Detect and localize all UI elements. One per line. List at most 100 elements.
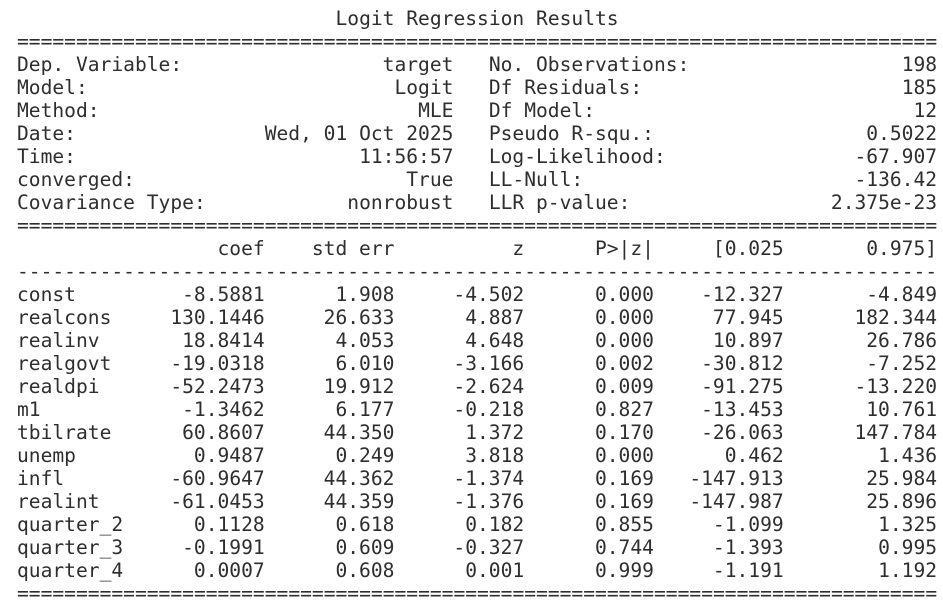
info-value: Wed, 01 Oct 2025 (264, 122, 454, 145)
cell-z: -0.218 (453, 398, 525, 421)
info-value: MLE (418, 99, 454, 122)
cell-variable: realgovt (17, 352, 112, 375)
info-value: nonrobust (347, 191, 454, 214)
table-row-realdpi: realdpi -52.2473 19.912 -2.624 0.009 -91… (17, 375, 937, 398)
info-label: Date: (17, 122, 76, 145)
cell-z: 4.887 (465, 306, 525, 329)
cell-p-value: 0.170 (594, 421, 654, 444)
info-label: Df Residuals: (488, 76, 643, 99)
cell-coef: -8.5881 (182, 283, 265, 306)
info-row-time: Time: 11:56:57 (17, 145, 453, 168)
info-label: Model: (17, 76, 88, 99)
cell-variable: tbilrate (17, 421, 112, 444)
cell-ci-low: 0.462 (724, 444, 784, 467)
cell-ci-low: -1.393 (712, 536, 784, 559)
cell-variable: quarter_2 (17, 513, 124, 536)
info-row-method: Method: MLE (17, 99, 453, 122)
cell-z: -1.376 (453, 490, 525, 513)
coef-table-header: coef std err z P>|z| [0.025 0.975] (17, 237, 938, 260)
cell-variable: realcons (17, 306, 112, 329)
model-info-left-column: Dep. Variable: target Model: Logit Metho… (17, 53, 453, 214)
info-value: 198 (901, 53, 938, 76)
cell-p-value: 0.000 (594, 329, 654, 352)
cell-coef: 18.8414 (182, 329, 265, 352)
cell-p-value: 0.000 (594, 306, 654, 329)
cell-coef: 0.0007 (193, 559, 265, 582)
cell-ci-high: 26.786 (866, 329, 938, 352)
table-row-realcons: realcons 130.1446 26.633 4.887 0.000 77.… (17, 306, 937, 329)
cell-variable: unemp (17, 444, 76, 467)
header-coef: coef (217, 237, 265, 260)
cell-ci-low: 10.897 (712, 329, 784, 352)
info-label: Dep. Variable: (17, 53, 183, 76)
cell-coef: -52.2473 (170, 375, 265, 398)
summary-content: Logit Regression Results ===============… (17, 7, 937, 605)
cell-variable: quarter_4 (17, 559, 124, 582)
info-value: target (382, 53, 454, 76)
cell-ci-high: 25.896 (866, 490, 938, 513)
table-row-realinv: realinv 18.8414 4.053 4.648 0.000 10.897… (17, 329, 937, 352)
separator-double-mid: ========================================… (17, 214, 938, 237)
cell-coef: 130.1446 (170, 306, 265, 329)
info-row-llr-p-value: LLR p-value: 2.375e-23 (489, 191, 937, 214)
cell-std-err: 44.350 (323, 421, 395, 444)
cell-ci-high: -4.849 (866, 283, 938, 306)
cell-p-value: 0.855 (594, 513, 654, 536)
cell-coef: 0.1128 (193, 513, 265, 536)
cell-ci-high: 1.192 (878, 559, 938, 582)
table-row-unemp: unemp 0.9487 0.249 3.818 0.000 0.462 1.4… (17, 444, 937, 467)
info-label: Df Model: (488, 99, 595, 122)
cell-z: 0.182 (465, 513, 525, 536)
info-row-covariance-type: Covariance Type: nonrobust (17, 191, 453, 214)
info-value: -67.907 (854, 145, 938, 168)
info-value: -136.42 (854, 168, 938, 191)
header-ci-high: 0.975] (866, 237, 938, 260)
info-row-converged: converged: True (17, 168, 453, 191)
model-info-section: Dep. Variable: target Model: Logit Metho… (17, 53, 937, 214)
separator-double-bottom: ========================================… (17, 582, 938, 605)
cell-coef: 0.9487 (193, 444, 265, 467)
coef-table-body: const -8.5881 1.908 -4.502 0.000 -12.327… (17, 283, 937, 582)
cell-variable: realdpi (17, 375, 100, 398)
info-value: 2.375e-23 (830, 191, 938, 214)
cell-ci-high: 182.344 (854, 306, 938, 329)
table-row-m1: m1 -1.3462 6.177 -0.218 0.827 -13.453 10… (17, 398, 937, 421)
info-label: converged: (17, 168, 135, 191)
cell-variable: const (17, 283, 76, 306)
header-variable (17, 237, 170, 260)
cell-z: -4.502 (453, 283, 525, 306)
cell-ci-low: -147.913 (689, 467, 784, 490)
cell-ci-low: -30.812 (701, 352, 784, 375)
info-label: LL-Null: (488, 168, 584, 191)
cell-z: -0.327 (453, 536, 525, 559)
cell-ci-high: 1.325 (878, 513, 938, 536)
cell-std-err: 44.359 (323, 490, 395, 513)
cell-p-value: 0.009 (594, 375, 654, 398)
cell-ci-low: -91.275 (701, 375, 784, 398)
info-row-df-residuals: Df Residuals: 185 (489, 76, 937, 99)
table-row-const: const -8.5881 1.908 -4.502 0.000 -12.327… (17, 283, 937, 306)
info-row-no-observations: No. Observations: 198 (489, 53, 937, 76)
separator-double-top: ========================================… (17, 30, 938, 53)
cell-p-value: 0.827 (594, 398, 654, 421)
info-row-dep-variable: Dep. Variable: target (17, 53, 453, 76)
table-row-tbilrate: tbilrate 60.8607 44.350 1.372 0.170 -26.… (17, 421, 937, 444)
cell-ci-high: 147.784 (854, 421, 938, 444)
info-row-ll-null: LL-Null: -136.42 (489, 168, 937, 191)
cell-ci-high: 1.436 (878, 444, 938, 467)
cell-p-value: 0.000 (594, 444, 654, 467)
cell-p-value: 0.744 (594, 536, 654, 559)
table-row-quarter-4: quarter_4 0.0007 0.608 0.001 0.999 -1.19… (17, 559, 937, 582)
info-label: LLR p-value: (488, 191, 631, 214)
cell-std-err: 44.362 (323, 467, 395, 490)
cell-p-value: 0.002 (594, 352, 654, 375)
cell-std-err: 6.010 (335, 352, 395, 375)
cell-ci-high: 10.761 (866, 398, 938, 421)
header-ci-low: [0.025 (712, 237, 784, 260)
cell-std-err: 26.633 (323, 306, 395, 329)
cell-std-err: 0.249 (335, 444, 395, 467)
info-row-model: Model: Logit (17, 76, 453, 99)
cell-std-err: 6.177 (335, 398, 395, 421)
info-value: 12 (913, 99, 938, 122)
table-row-realgovt: realgovt -19.0318 6.010 -3.166 0.002 -30… (17, 352, 937, 375)
